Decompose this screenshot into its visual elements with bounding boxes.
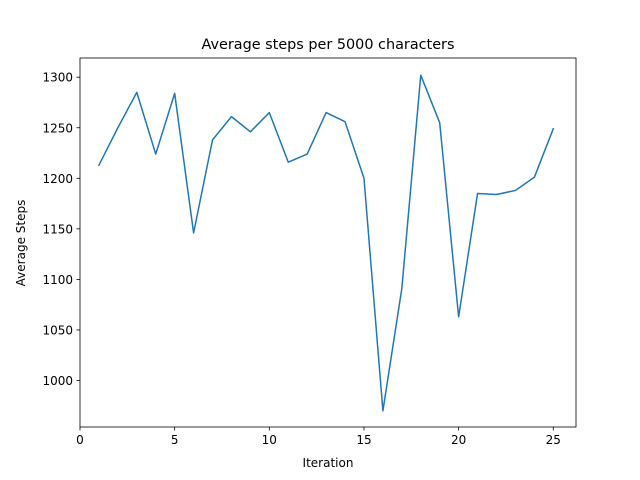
y-tick-label: 1050 (42, 323, 73, 337)
y-tick-label: 1000 (42, 374, 73, 388)
axis-ticks: 0 5 10 15 20 25 1000 1050 1100 1150 1200 1250 1300 (42, 71, 560, 447)
y-axis-label: Average Steps (14, 200, 28, 287)
plot-frame (79, 57, 577, 428)
x-tick-label: 10 (262, 433, 277, 447)
y-tick-label: 1150 (42, 222, 73, 236)
x-tick-label: 20 (451, 433, 466, 447)
y-tick-label: 1300 (42, 71, 73, 85)
x-tick-label: 25 (546, 433, 561, 447)
series-group (97, 74, 555, 412)
x-tick-label: 5 (171, 433, 179, 447)
x-axis-label: Iteration (303, 456, 354, 470)
chart-title: Average steps per 5000 characters (202, 37, 455, 53)
x-tick-label: 15 (356, 433, 371, 447)
y-tick-label: 1200 (42, 172, 73, 186)
y-tick-label: 1100 (42, 273, 73, 287)
y-tick-label: 1250 (42, 121, 73, 135)
series-line (97, 74, 555, 412)
x-tick-label: 0 (76, 433, 84, 447)
